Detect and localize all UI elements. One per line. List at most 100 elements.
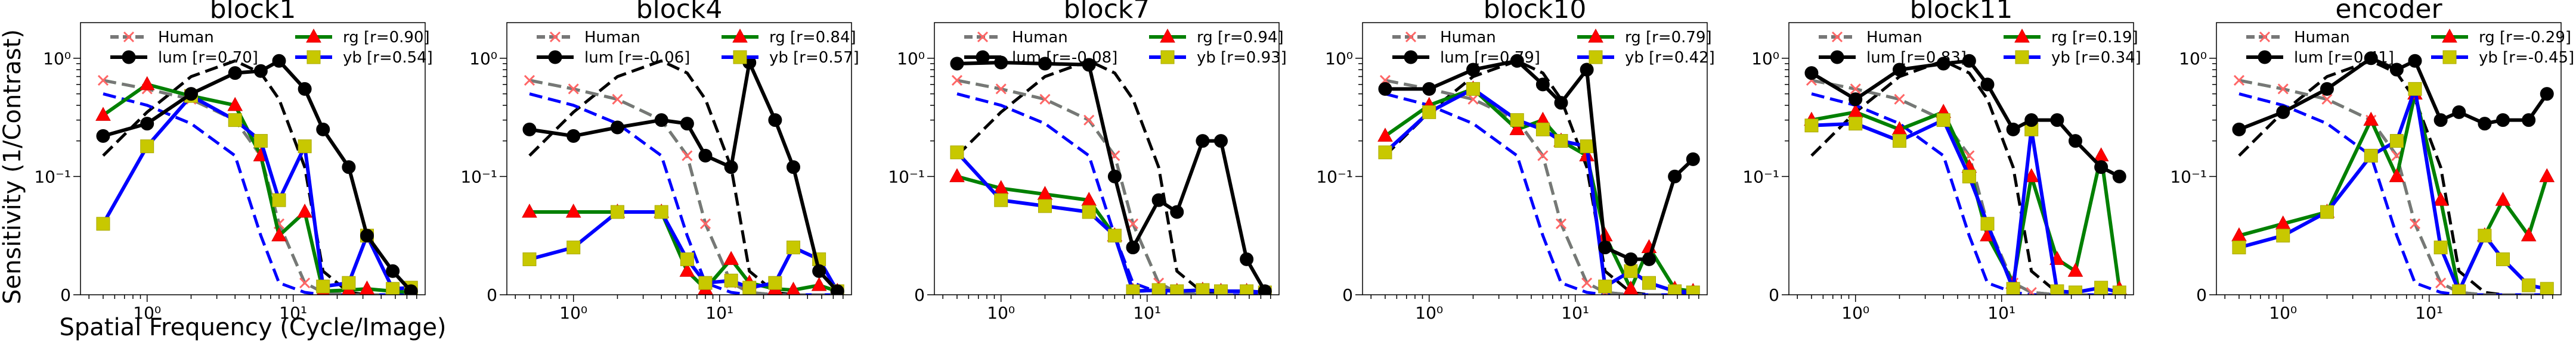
point-yb [1668, 284, 1682, 295]
legend-label-lum: lum [r=0.70] [158, 49, 258, 67]
point-lum [1510, 54, 1524, 68]
legend-marker-human [1831, 31, 1843, 43]
point-lum [1196, 134, 1210, 148]
y-tick-label: 0 [914, 285, 925, 305]
point-human [299, 277, 311, 289]
point-yb [2112, 285, 2126, 295]
point-rg [2539, 168, 2555, 182]
point-yb [96, 217, 110, 231]
panel-frame [934, 22, 1280, 295]
point-yb [1196, 283, 1210, 295]
x-tick-label: 10¹ [1561, 303, 1589, 323]
point-yb [1962, 169, 1976, 183]
legend-marker-yb [1589, 50, 1603, 64]
point-lum [253, 64, 268, 78]
legend-label-yb: yb [r=0.42] [1625, 49, 1715, 67]
series-line-human [1811, 79, 2120, 295]
point-yb [140, 139, 154, 154]
legend-marker-rg [1160, 28, 1175, 43]
point-yb [253, 134, 268, 148]
y-tick-label: 0 [487, 285, 497, 305]
series-line-lum [529, 61, 839, 293]
point-lum [2024, 113, 2039, 127]
plot-area [949, 55, 1272, 295]
point-lum [1258, 284, 1272, 295]
point-lum [2320, 82, 2334, 96]
point-lum [2094, 160, 2109, 174]
point-lum [786, 160, 800, 174]
point-yb [724, 273, 738, 288]
plot-area [1804, 54, 2128, 295]
point-human [2026, 286, 2037, 295]
y-tick-label: 0 [1342, 285, 1353, 305]
point-lum [1962, 54, 1976, 68]
y-tick-label: 10⁻¹ [888, 167, 925, 186]
point-lum [830, 284, 844, 295]
point-rg [2093, 147, 2109, 161]
point-lum [950, 57, 964, 71]
legend-marker-yb [2442, 50, 2457, 64]
point-yb [228, 113, 242, 127]
panel-frame [1788, 22, 2134, 295]
point-human [612, 93, 623, 105]
point-lum [316, 122, 330, 136]
point-lum [1598, 241, 1612, 255]
y-tick-label: 10⁻¹ [460, 167, 497, 186]
legend-marker-lum [122, 50, 136, 64]
panels: block1 10⁰ 10¹ 0 10⁻¹ 10⁰ Human lum [r=0.70] rg … [34, 0, 2574, 323]
series-line-lum [956, 61, 1267, 292]
point-yb [1849, 117, 1863, 131]
point-lum [1422, 82, 1436, 96]
point-human [995, 83, 1007, 95]
legend-label-yb: yb [r=0.34] [2051, 49, 2141, 67]
point-yb [1422, 105, 1436, 119]
point-yb [768, 276, 782, 290]
plot-area [1377, 54, 1700, 295]
point-yb [2478, 229, 2492, 243]
point-lum [386, 264, 400, 278]
legend-label-yb: yb [r=0.54] [343, 49, 433, 67]
point-human [524, 74, 535, 86]
point-lum [360, 229, 374, 243]
y-tick-label: 0 [60, 285, 71, 305]
series-line-human_yb [103, 92, 411, 295]
point-human [1039, 93, 1051, 105]
series-line-human_yb [956, 92, 1265, 295]
point-yb [1642, 276, 1656, 290]
point-lum [1642, 252, 1656, 266]
point-lum [1535, 77, 1550, 92]
point-yb [1598, 279, 1612, 294]
point-lum [1849, 92, 1863, 107]
x-tick-label: 10¹ [2415, 303, 2443, 323]
point-lum [1892, 63, 1906, 77]
y-tick-label: 10⁰ [43, 49, 71, 68]
point-yb [1624, 264, 1638, 278]
y-tick-label: 10⁰ [469, 49, 497, 68]
point-human [1467, 93, 1479, 105]
plot-area [2231, 51, 2555, 295]
point-lum [1126, 241, 1140, 255]
legend-label-human: Human [584, 29, 640, 46]
point-lum [2522, 113, 2536, 127]
point-lum [1554, 96, 1568, 110]
point-lum [2389, 63, 2404, 77]
point-yb [2276, 229, 2290, 243]
legend-marker-human [977, 31, 989, 43]
point-human [1850, 83, 1861, 95]
legend-label-lum: lum [r=0.79] [1440, 49, 1540, 67]
point-lum [2496, 113, 2510, 127]
plot-area [522, 55, 844, 295]
point-rg [2389, 168, 2405, 182]
legend: Human lum [r=-0.06] rg [r=0.84] yb [r=0.57] [537, 28, 859, 67]
point-rg [139, 76, 155, 91]
series-line-human_lum [102, 59, 411, 295]
point-yb [950, 145, 964, 160]
point-yb [1170, 284, 1184, 295]
point-lum [566, 129, 581, 143]
point-yb [1535, 122, 1550, 136]
legend-label-lum: lum [r=0.83] [1866, 49, 1967, 67]
series-line-human_yb [1385, 92, 1693, 295]
x-tick-label: 10¹ [705, 303, 733, 323]
legend-label-human: Human [1440, 29, 1496, 46]
series-line-human_yb [529, 92, 838, 295]
